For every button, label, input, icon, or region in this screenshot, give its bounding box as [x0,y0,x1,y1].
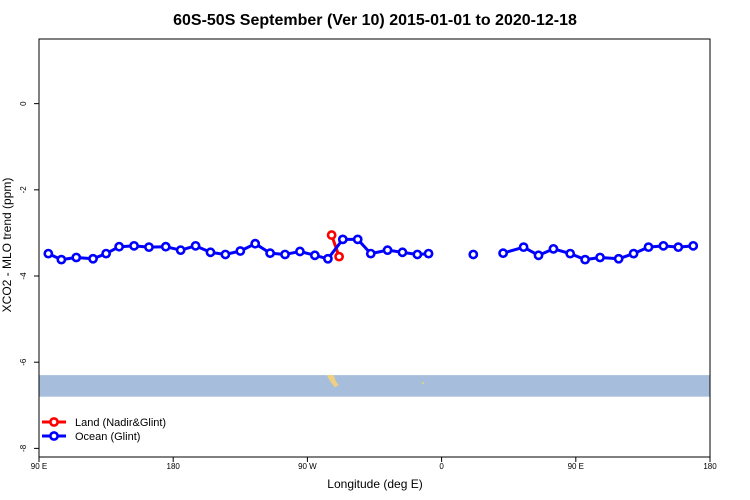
legend-item: Ocean (Glint) [42,431,140,443]
data-point [56,254,67,265]
data-point [280,249,290,260]
data-point [337,234,348,245]
data-point [326,230,337,240]
data-point [533,250,544,261]
data-point [265,248,276,259]
land-band-layer [39,375,710,397]
x-tick-label: 180 [703,462,717,471]
data-point [498,248,509,259]
data-point [334,251,344,262]
data-point [144,242,154,253]
data-point [309,250,320,261]
data-point [190,240,201,251]
chart-title: 60S-50S September (Ver 10) 2015-01-01 to… [173,12,577,29]
data-point [412,249,423,260]
x-tick-label: 90 E [31,462,47,471]
data-point [643,242,654,253]
x-tick-label: 90 W [298,462,317,471]
legend-marker [49,431,59,441]
data-point [71,252,82,263]
data-point [565,248,576,259]
data-point [382,245,393,256]
data-point [323,253,333,264]
data-point [250,238,261,249]
y-axis-label: XCO2 - MLO trend (ppm) [0,178,14,313]
data-point [397,247,408,258]
y-tick-label: -8 [19,444,28,452]
data-point [88,253,98,264]
legend-label: Ocean (Glint) [75,431,140,443]
series-ocean [43,234,699,265]
data-point [518,242,529,253]
landmass-feature [326,375,339,388]
data-point [43,248,54,259]
legend-label: Land (Nadir&Glint) [75,417,166,429]
x-axis: 90 E 180 90 W 0 90 E 180 [31,457,717,471]
y-tick-label: 0 [19,101,28,106]
data-point [548,243,559,254]
data-point [235,246,246,256]
plot-frame [38,38,711,458]
series-layer [43,230,699,265]
data-point [365,248,376,259]
island-feature [421,382,424,385]
data-point [423,248,434,259]
data-point [628,248,639,259]
data-point [468,249,479,260]
land-band [39,375,710,397]
y-tick-label: -6 [19,358,28,366]
data-point [175,245,186,256]
data-point [580,254,591,265]
data-point [101,248,111,259]
data-point [673,242,684,253]
data-point [352,234,363,245]
legend: Land (Nadir&Glint) Ocean (Glint) [42,417,166,443]
data-point [129,240,139,251]
data-point [658,240,669,251]
data-point [688,240,699,251]
legend-item: Land (Nadir&Glint) [42,417,166,429]
data-point [595,252,605,263]
y-tick-label: -4 [19,272,28,280]
x-tick-label: 0 [439,462,444,471]
y-tick-label: -2 [19,186,28,194]
data-point [114,241,125,252]
data-point [160,241,171,252]
data-point [295,246,305,257]
x-axis-label: Longitude (deg E) [327,477,422,491]
y-axis: 0 -2 -4 -6 -8 [19,101,39,452]
series-land [326,230,344,262]
x-tick-label: 180 [167,462,181,471]
x-tick-label: 90 E [568,462,584,471]
data-point [205,247,216,258]
legend-marker [49,417,59,427]
data-point [613,253,624,264]
data-point [220,249,231,260]
